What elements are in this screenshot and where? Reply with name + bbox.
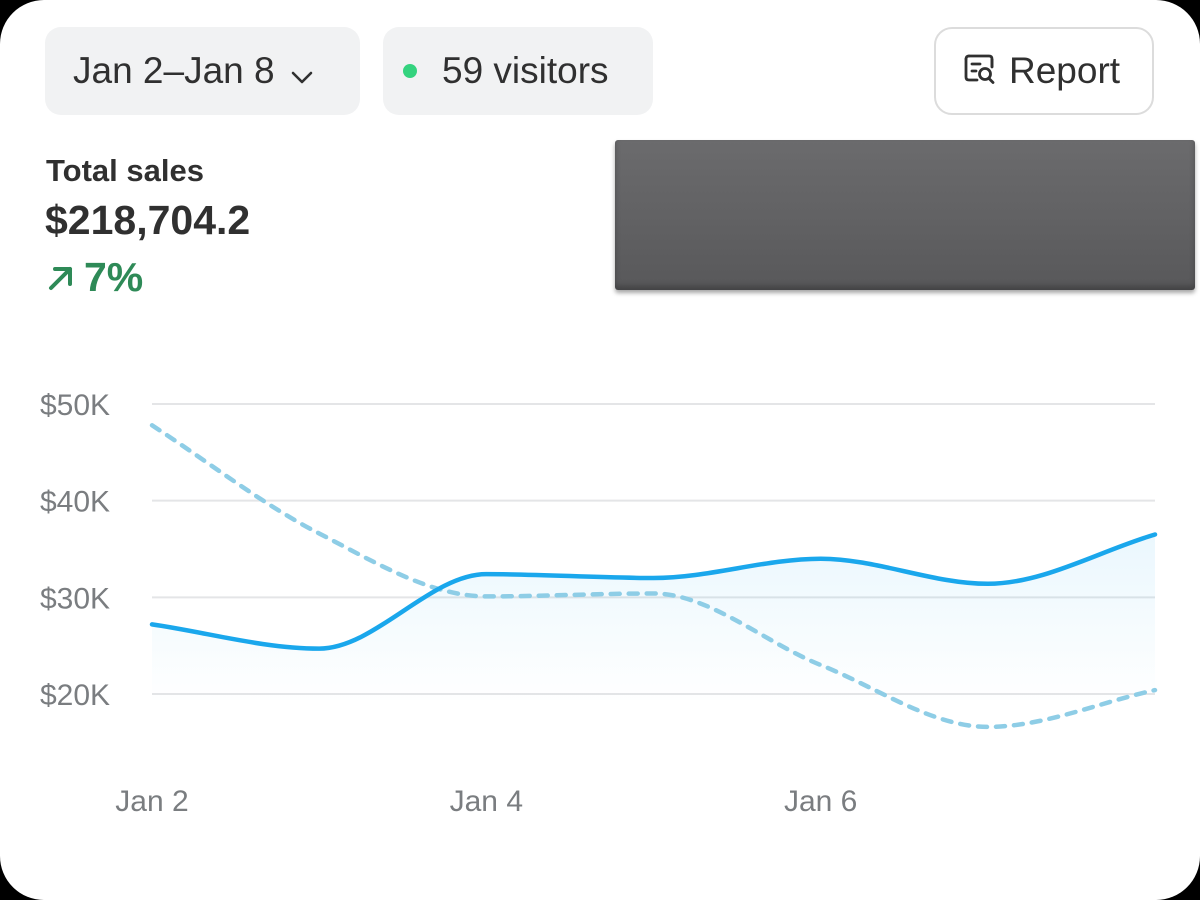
date-range-label: Jan 2–Jan 8 xyxy=(73,50,275,91)
y-tick-label: $20K xyxy=(40,679,110,712)
metric-change: 7% xyxy=(46,252,143,303)
report-button[interactable]: Report xyxy=(934,27,1154,115)
previous-period-line xyxy=(149,423,1158,730)
current-period-line xyxy=(149,532,1158,651)
y-tick-label: $30K xyxy=(40,582,110,615)
x-tick-label: Jan 4 xyxy=(450,785,523,818)
metric-value: $218,704.2 xyxy=(45,197,251,243)
date-range-selector[interactable]: Jan 2–Jan 8 xyxy=(45,27,360,115)
visitors-count: 59 visitors xyxy=(442,50,609,91)
y-tick-label: $50K xyxy=(40,389,110,422)
chevron-down-icon xyxy=(291,52,313,94)
metric-change-value: 7% xyxy=(84,254,144,300)
sales-line-chart: $50K $40K $30K $20K Jan 2 Jan 4 Jan 6 xyxy=(40,389,1158,818)
live-status-dot xyxy=(403,64,417,78)
x-tick-label: Jan 6 xyxy=(784,785,857,818)
current-series-area xyxy=(152,534,1155,704)
live-visitors-badge[interactable]: 59 visitors xyxy=(383,27,653,115)
report-button-label: Report xyxy=(1009,50,1121,91)
arrow-up-right-icon xyxy=(46,256,76,303)
metric-label: Total sales xyxy=(46,153,204,188)
redaction-block xyxy=(615,140,1195,290)
report-search-icon xyxy=(963,52,997,94)
x-tick-label: Jan 2 xyxy=(115,785,188,818)
y-tick-label: $40K xyxy=(40,486,110,519)
